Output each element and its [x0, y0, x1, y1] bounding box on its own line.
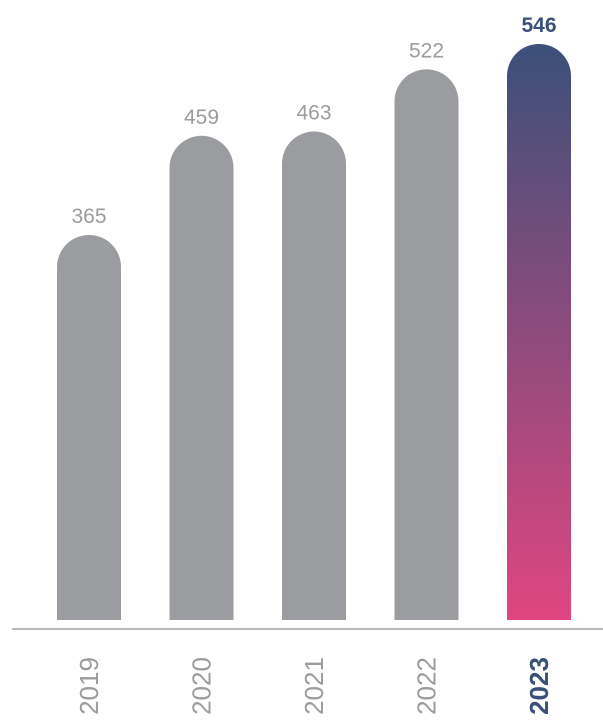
x-tick-label-2021: 2021 [299, 657, 329, 715]
bar-2019 [57, 234, 121, 620]
bar-2020 [169, 135, 234, 620]
x-tick-labels-group: 2019 2020 2021 2022 2023 [74, 657, 554, 715]
data-label-2023: 546 [521, 14, 556, 37]
bars-group [57, 44, 571, 621]
bar-2022 [394, 69, 459, 621]
data-label-2022: 522 [409, 39, 444, 62]
x-tick-label-2020: 2020 [187, 657, 217, 715]
bar-2021 [282, 131, 346, 621]
x-tick-label-2022: 2022 [412, 657, 442, 715]
data-labels-group: 365 459 463 522 546 [71, 14, 556, 228]
x-tick-label-2019: 2019 [74, 657, 104, 715]
data-label-2020: 459 [184, 106, 219, 129]
x-tick-label-2023: 2023 [524, 657, 554, 715]
data-label-2021: 463 [296, 102, 331, 125]
bar-2023 [507, 44, 571, 620]
data-label-2019: 365 [71, 205, 106, 228]
